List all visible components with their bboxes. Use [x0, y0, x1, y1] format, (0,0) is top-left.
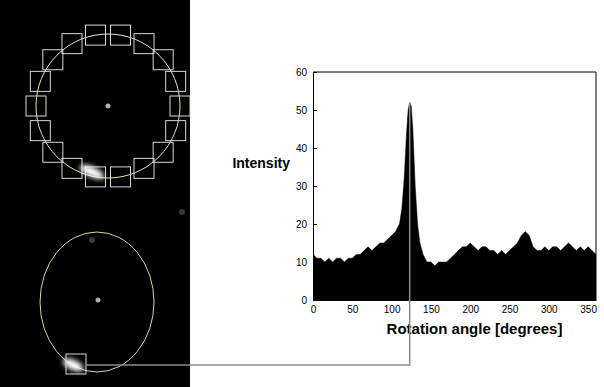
y-tick-mark: [313, 262, 317, 263]
y-tick-label: 60: [296, 67, 308, 78]
y-axis-title: Intensity: [232, 155, 290, 171]
plot-area: [313, 102, 596, 300]
y-tick-label: 30: [296, 181, 308, 192]
sampling-square: [62, 158, 82, 178]
y-tick-label: 0: [301, 295, 307, 306]
y-tick: 10: [296, 257, 317, 268]
y-tick-label: 20: [296, 219, 308, 230]
y-tick-label: 40: [296, 143, 308, 154]
x-tick-label: 100: [384, 304, 401, 315]
y-tick-mark: [313, 186, 317, 187]
image-bottom: [0, 200, 190, 387]
sampling-square: [134, 34, 154, 54]
sampling-square: [30, 71, 50, 91]
y-axis: 0 10 20 30 40 50 60: [296, 67, 317, 306]
x-tick: 250: [502, 296, 519, 315]
y-tick-mark: [313, 224, 317, 225]
sampling-square: [43, 142, 63, 162]
sampling-square: [30, 121, 50, 141]
y-tick: 50: [296, 105, 317, 116]
x-tick-mark: [588, 296, 589, 300]
figure: 0 50 100 150 200 250 300 350 0 10 20 30 40 50 60 Intens…: [0, 0, 604, 387]
x-tick-label: 250: [502, 304, 519, 315]
y-tick-mark: [313, 72, 317, 73]
x-tick: 300: [541, 296, 558, 315]
sampling-square: [166, 121, 186, 141]
x-axis-title: Rotation angle [degrees]: [387, 320, 563, 337]
x-tick-mark: [470, 296, 471, 300]
sampling-square: [85, 25, 105, 45]
x-tick: 50: [347, 296, 359, 315]
x-tick-mark: [510, 296, 511, 300]
y-tick: 0: [301, 295, 317, 306]
y-tick-mark: [313, 148, 317, 149]
y-tick-label: 10: [296, 257, 308, 268]
sampling-square: [153, 50, 173, 70]
sampling-square: [26, 96, 46, 116]
y-tick-mark: [313, 110, 317, 111]
x-tick: 350: [580, 296, 597, 315]
frame: [596, 72, 597, 300]
faint-spot: [89, 237, 95, 243]
bright-blob: [61, 356, 85, 374]
y-tick-mark: [313, 300, 317, 301]
y-tick: 60: [296, 67, 317, 78]
x-tick: 150: [423, 296, 440, 315]
x-tick-label: 200: [462, 304, 479, 315]
x-tick-label: 300: [541, 304, 558, 315]
x-tick: 100: [384, 296, 401, 315]
sampling-square: [43, 50, 63, 70]
x-tick-mark: [352, 296, 353, 300]
sampling-circle: [36, 34, 180, 178]
x-axis: 0 50 100 150 200 250 300 350: [311, 296, 598, 315]
x-tick-label: 350: [580, 304, 597, 315]
y-tick: 40: [296, 143, 317, 154]
sampling-square: [66, 354, 86, 374]
center-spot: [96, 298, 101, 303]
sampling-square: [62, 34, 82, 54]
x-tick-label: 0: [311, 304, 317, 315]
x-tick-label: 150: [423, 304, 440, 315]
sampling-square: [166, 71, 186, 91]
sampling-ellipse: [40, 232, 154, 372]
y-tick-label: 50: [296, 105, 308, 116]
center-spot: [106, 104, 111, 109]
y-tick: 30: [296, 181, 317, 192]
faint-spot: [179, 209, 185, 215]
y-tick: 20: [296, 219, 317, 230]
x-tick-mark: [549, 296, 550, 300]
intensity-area: [313, 102, 596, 300]
x-tick: 200: [462, 296, 479, 315]
image-panels: [0, 0, 190, 387]
sampling-square: [134, 158, 154, 178]
sampling-square: [170, 96, 190, 116]
x-tick-mark: [431, 296, 432, 300]
image-top: [0, 0, 190, 200]
x-tick-mark: [392, 296, 393, 300]
sampling-square: [153, 142, 173, 162]
bright-blob: [78, 162, 106, 182]
connector: [86, 102, 410, 365]
sampling-square: [111, 167, 131, 187]
sampling-square: [111, 25, 131, 45]
x-axis-line: [314, 300, 597, 301]
frame: [313, 72, 596, 73]
x-tick-label: 50: [347, 304, 359, 315]
